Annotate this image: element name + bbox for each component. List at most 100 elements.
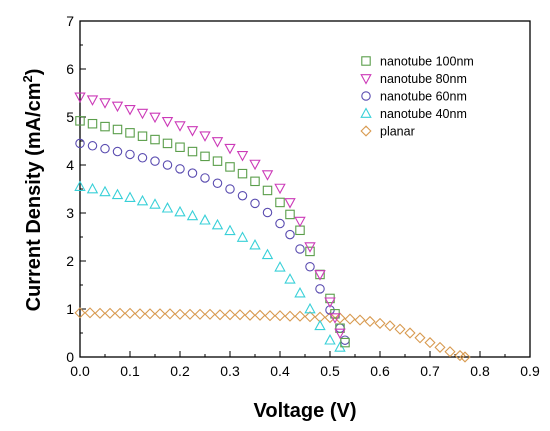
data-point [86, 95, 99, 106]
data-point [212, 178, 223, 188]
data-point [99, 98, 111, 109]
data-point [211, 218, 224, 230]
legend-marker [361, 91, 371, 101]
data-point [274, 310, 286, 322]
data-point [237, 190, 248, 201]
data-point [295, 225, 305, 236]
data-point [75, 116, 85, 126]
data-point [434, 341, 446, 353]
data-point [404, 327, 416, 339]
legend-label: planar [380, 125, 415, 139]
legend-label: nanotube 40nm [380, 107, 467, 121]
legend-label: nanotube 100nm [380, 55, 474, 69]
data-point [314, 311, 326, 323]
data-point [459, 351, 471, 363]
x-tick-label: 0.8 [470, 363, 490, 379]
data-point [224, 224, 236, 236]
series-layer [74, 92, 471, 363]
legend: nanotube 100nm nanotube 80nm nanotube 60nm… [354, 47, 516, 153]
x-tick-label: 0.6 [370, 363, 390, 379]
data-point [124, 307, 136, 319]
y-axis-title-main: Current Density (mA/cm [23, 82, 45, 311]
data-point [161, 202, 174, 213]
legend-marker [360, 107, 372, 118]
data-point [261, 248, 274, 260]
data-point [204, 308, 216, 320]
data-point [237, 168, 248, 179]
data-point [111, 188, 124, 200]
x-axis-title: Voltage (V) [254, 400, 357, 422]
y-tick-label: 6 [66, 61, 74, 77]
y-axis-title: Current Density (mA/cm2) [20, 69, 45, 312]
data-point [212, 156, 223, 166]
data-point [305, 246, 315, 257]
data-point [224, 143, 236, 155]
data-point [314, 319, 326, 331]
data-point [284, 198, 296, 209]
y-tick-label: 5 [66, 109, 74, 125]
data-point [294, 310, 306, 322]
data-point [174, 308, 186, 320]
y-tick-label: 0 [66, 349, 74, 365]
legend-marker [360, 125, 372, 137]
data-point [394, 323, 406, 335]
data-point [199, 214, 211, 225]
data-point [150, 134, 160, 145]
data-point [315, 284, 325, 294]
series-planar [74, 307, 471, 363]
data-point [125, 128, 135, 138]
y-tick-label: 2 [66, 253, 74, 269]
data-point [295, 244, 305, 254]
data-point [175, 164, 185, 174]
data-point [186, 209, 199, 221]
y-axis-title-close: ) [23, 69, 45, 76]
data-point [285, 209, 295, 220]
data-point [161, 116, 174, 128]
data-point [136, 194, 149, 206]
data-point [94, 307, 106, 319]
data-point [344, 313, 356, 325]
data-point [340, 337, 350, 348]
data-point [304, 311, 316, 323]
data-point [414, 332, 426, 344]
data-point [187, 168, 198, 178]
data-point [284, 273, 296, 284]
data-point [214, 309, 226, 321]
x-tick-label: 0.7 [420, 363, 440, 379]
x-tick-label: 0.4 [270, 363, 290, 379]
data-point [354, 314, 366, 326]
data-point [174, 205, 186, 217]
data-point [112, 146, 123, 157]
y-axis-title-superscript: 2 [20, 75, 35, 82]
data-point [99, 185, 111, 197]
data-point [275, 218, 285, 229]
data-point [262, 207, 273, 218]
x-tick-label: 0.0 [70, 363, 90, 379]
y-tick-label: 1 [66, 301, 74, 317]
data-point [114, 307, 126, 319]
data-point [236, 231, 249, 242]
data-point [87, 118, 98, 129]
data-point [250, 176, 260, 187]
data-point [100, 121, 110, 132]
data-point [137, 131, 148, 141]
data-point [225, 162, 235, 172]
data-point [74, 307, 86, 319]
data-point [164, 308, 176, 320]
legend-marker [361, 56, 371, 66]
x-tick-label: 0.1 [120, 363, 140, 379]
data-point [111, 101, 124, 113]
data-point [324, 297, 336, 308]
data-point [314, 270, 326, 281]
data-point [335, 323, 345, 333]
data-point [211, 137, 224, 148]
data-point [199, 131, 211, 142]
y-tick-label: 3 [66, 205, 74, 221]
series-nanotube-80nm [74, 92, 346, 340]
data-point [87, 141, 98, 151]
data-point [144, 308, 156, 320]
data-point [149, 112, 161, 124]
data-point [294, 287, 306, 298]
data-point [224, 309, 236, 321]
